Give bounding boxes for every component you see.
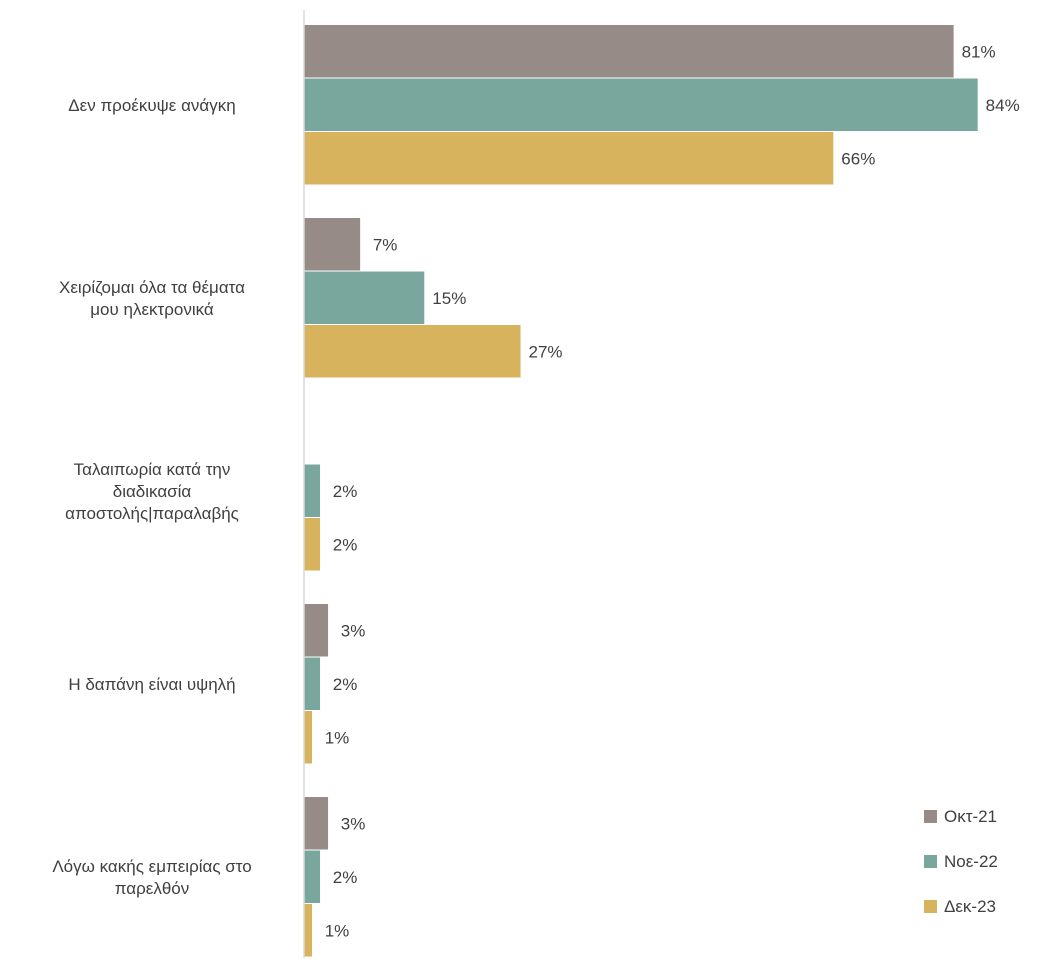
legend: Οκτ-21 Νοε-22 Δεκ-23 bbox=[924, 807, 998, 916]
data-label: 15% bbox=[432, 289, 466, 308]
bar bbox=[304, 657, 321, 710]
bar bbox=[304, 132, 834, 185]
category-label-line: Η δαπάνη είναι υψηλή bbox=[68, 675, 235, 694]
bar bbox=[304, 271, 425, 324]
bar bbox=[304, 325, 521, 378]
legend-label: Νοε-22 bbox=[944, 852, 998, 871]
data-label: 1% bbox=[325, 921, 350, 940]
category-label-line: Ταλαιπωρία κατά την bbox=[74, 460, 231, 479]
category-label-line: Δεν προέκυψε ανάγκη bbox=[68, 96, 235, 115]
bar bbox=[304, 904, 313, 957]
data-label: 2% bbox=[333, 868, 358, 887]
legend-label: Δεκ-23 bbox=[944, 897, 996, 916]
bar bbox=[304, 797, 329, 850]
category-label-line: Χειρίζομαι όλα τα θέματα bbox=[59, 278, 245, 297]
bar bbox=[304, 218, 361, 271]
category-label: Λόγω κακής εμπειρίας στο παρελθόν bbox=[52, 857, 251, 898]
data-label: 84% bbox=[986, 96, 1020, 115]
data-label: 2% bbox=[333, 675, 358, 694]
category-label-line: αποστολής|παραλαβής bbox=[65, 504, 239, 523]
data-label: 1% bbox=[325, 728, 350, 747]
category-label: Ταλαιπωρία κατά την διαδικασία αποστολής|π… bbox=[65, 460, 239, 523]
category-label-line: παρελθόν bbox=[115, 879, 189, 898]
category-label-line: μου ηλεκτρονικά bbox=[90, 300, 214, 319]
data-label: 66% bbox=[841, 149, 875, 168]
data-label: 2% bbox=[333, 535, 358, 554]
bar bbox=[304, 25, 954, 78]
category-label-line: Λόγω κακής εμπειρίας στο bbox=[52, 857, 251, 876]
legend-swatch bbox=[924, 810, 937, 823]
category-label: Η δαπάνη είναι υψηλή bbox=[68, 675, 235, 694]
legend-label: Οκτ-21 bbox=[944, 807, 997, 826]
data-label: 3% bbox=[341, 621, 366, 640]
bar bbox=[304, 464, 321, 517]
bar bbox=[304, 850, 321, 903]
bar bbox=[304, 604, 329, 657]
bar bbox=[304, 518, 321, 571]
data-label: 7% bbox=[373, 235, 398, 254]
bar bbox=[304, 78, 978, 131]
category-label: Δεν προέκυψε ανάγκη bbox=[68, 96, 235, 115]
category-label: Χειρίζομαι όλα τα θέματα μου ηλεκτρονικά bbox=[59, 278, 245, 319]
value-labels: 81% 84% 66% 7% 15% 27% 2% 2% 3% 2% 1% 3% 2% 1% bbox=[325, 42, 1020, 940]
legend-swatch bbox=[924, 900, 937, 913]
legend-swatch bbox=[924, 855, 937, 868]
bar bbox=[304, 711, 313, 764]
data-label: 81% bbox=[962, 42, 996, 61]
bars bbox=[304, 25, 978, 957]
category-labels: Δεν προέκυψε ανάγκη Χειρίζομαι όλα τα θέμ… bbox=[52, 96, 251, 898]
data-label: 3% bbox=[341, 814, 366, 833]
category-label-line: διαδικασία bbox=[113, 482, 192, 501]
data-label: 27% bbox=[529, 342, 563, 361]
data-label: 2% bbox=[333, 482, 358, 501]
